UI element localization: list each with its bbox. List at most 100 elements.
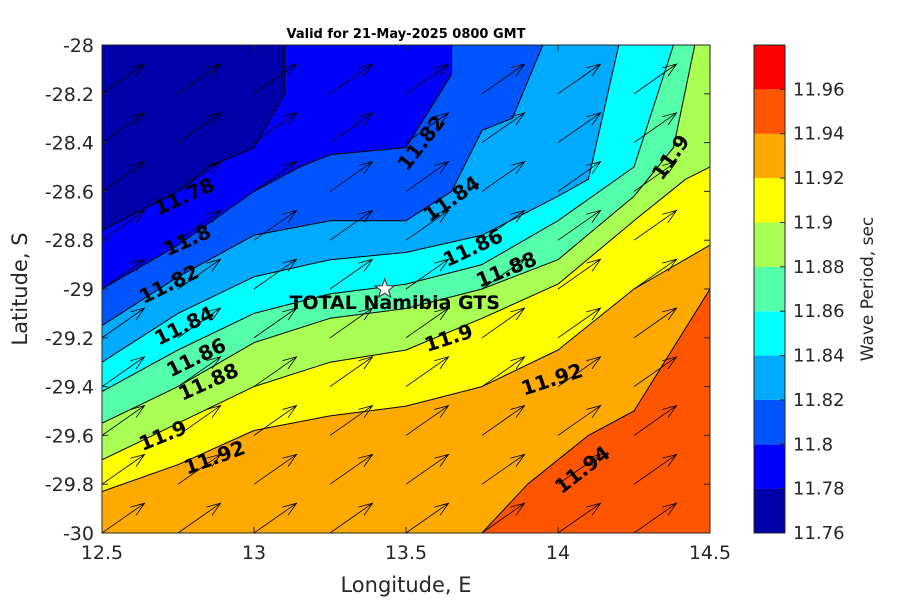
wave-vector-arrow <box>102 502 146 533</box>
wave-vector-arrow <box>633 307 678 339</box>
wave-vector-arrow <box>709 386 710 387</box>
colorbar-band <box>754 488 785 533</box>
wave-vector-arrow <box>102 356 146 387</box>
site-marker-group: TOTAL Namibia GTS <box>289 277 500 314</box>
wave-vector-arrow <box>405 112 450 143</box>
wave-vector-arrow <box>102 209 146 241</box>
wave-vector-arrow <box>481 209 526 241</box>
y-tick-label: -29.6 <box>45 425 94 447</box>
wave-vector-arrow <box>481 63 526 95</box>
wave-vector-arrow <box>481 112 526 143</box>
wave-vector-arrow <box>177 112 222 143</box>
wave-vector-arrow <box>481 356 526 387</box>
contour-line-layer <box>102 45 710 533</box>
wave-vector-arrow <box>557 63 602 95</box>
y-tick-label: -28.8 <box>45 230 94 252</box>
wave-vector-arrow <box>177 258 222 290</box>
colorbar-tick-label: 11.86 <box>793 301 845 322</box>
wave-vector-arrow <box>481 307 526 339</box>
wave-vector-arrow <box>329 404 374 436</box>
y-tick-label: -28.4 <box>45 133 94 155</box>
wave-vector-arrow <box>253 307 298 339</box>
site-star-marker <box>373 277 396 299</box>
wave-vector-arrow <box>709 337 710 338</box>
wave-vector-arrow <box>177 160 222 192</box>
wave-vector-arrow <box>557 112 602 143</box>
wave-vector-arrow <box>102 63 146 95</box>
wave-vector-arrow <box>329 356 374 387</box>
wave-vector-arrow <box>329 63 374 95</box>
wave-vector-arrow <box>710 15 753 45</box>
colorbar-band <box>754 266 785 312</box>
x-tick-label: 14 <box>546 542 570 564</box>
wave-vector-arrow <box>405 453 450 485</box>
colorbar-bands <box>754 45 785 533</box>
contour-line-11.78 <box>102 45 285 231</box>
wave-vector-arrow <box>633 112 678 143</box>
wave-vector-arrow <box>329 453 374 485</box>
colorbar-band <box>754 311 785 356</box>
wave-vector-arrow <box>709 190 710 192</box>
wave-vector-arrow <box>102 45 103 46</box>
wave-vector-arrow <box>709 483 710 485</box>
colorbar-tick-label: 11.8 <box>793 434 833 455</box>
wave-vector-arrow <box>329 502 374 533</box>
colorbar-tick-label: 11.82 <box>793 390 845 411</box>
wave-vector-arrow <box>405 209 450 241</box>
y-tick-label: -28 <box>63 35 94 57</box>
wave-vector-arrow <box>102 258 146 290</box>
wave-vector-arrow <box>709 434 710 436</box>
wave-vector-arrow <box>329 209 374 241</box>
contour-line-11.9 <box>102 166 710 461</box>
wave-vector-arrow <box>709 532 710 533</box>
colorbar-frame <box>753 44 786 534</box>
wave-vector-arrow <box>405 307 450 339</box>
colorbar-tick-label: 11.78 <box>793 479 845 500</box>
colorbar-label: Wave Period, sec <box>858 217 878 362</box>
wave-vector-arrow <box>557 453 602 485</box>
colorbar-ticks: 11.76 11.78 11.8 11.82 11.84 11.86 11.88 11.9 11… <box>780 79 845 544</box>
wave-vector-arrow <box>102 112 146 143</box>
wave-vector-arrow <box>709 93 710 94</box>
wave-vector-arrow <box>329 112 374 143</box>
x-tick-label: 13.5 <box>385 542 427 564</box>
wave-vector-arrow <box>102 453 146 485</box>
site-label: TOTAL Namibia GTS <box>289 292 500 314</box>
colorbar-tick-label: 11.96 <box>793 79 845 100</box>
x-tick-label: 14.5 <box>689 542 731 564</box>
wave-vector-arrow <box>253 258 298 290</box>
wave-vector-arrow <box>253 63 298 95</box>
wave-vector-arrow <box>558 45 559 46</box>
colorbar-tick-label: 11.92 <box>793 168 845 189</box>
colorbar-band <box>754 399 785 445</box>
wave-vector-arrow <box>633 209 678 241</box>
wave-vector-arrow <box>481 160 526 192</box>
wave-vector-arrow <box>253 453 298 485</box>
wave-vector-arrow <box>177 453 222 485</box>
wave-direction-vectors <box>102 15 753 533</box>
wave-vector-arrow <box>633 356 678 387</box>
wave-vector-arrow <box>405 502 450 533</box>
contour-line-11.82 <box>102 45 544 327</box>
wave-vector-arrow <box>633 502 678 533</box>
wave-vector-arrow <box>709 239 710 241</box>
contour-line-11.94 <box>481 288 710 533</box>
wave-vector-arrow <box>178 45 179 46</box>
wave-vector-arrow <box>253 112 298 143</box>
wave-vector-arrow <box>481 502 526 533</box>
wave-vector-arrow <box>481 258 526 290</box>
x-tick-label: 12.5 <box>81 542 123 564</box>
x-axis-label: Longitude, E <box>340 573 471 597</box>
wave-vector-arrow <box>177 209 222 241</box>
x-tick-label: 13 <box>242 542 266 564</box>
wave-vector-arrow <box>557 502 602 533</box>
wave-vector-arrow <box>633 258 678 290</box>
colorbar-band <box>754 444 785 489</box>
wave-vector-arrow <box>253 404 298 436</box>
wave-vector-arrow <box>102 307 146 339</box>
y-tick-label: -30 <box>63 523 94 545</box>
colorbar-band <box>754 355 785 400</box>
contour-line-11.8 <box>102 45 453 290</box>
wave-vector-arrow <box>405 160 450 192</box>
